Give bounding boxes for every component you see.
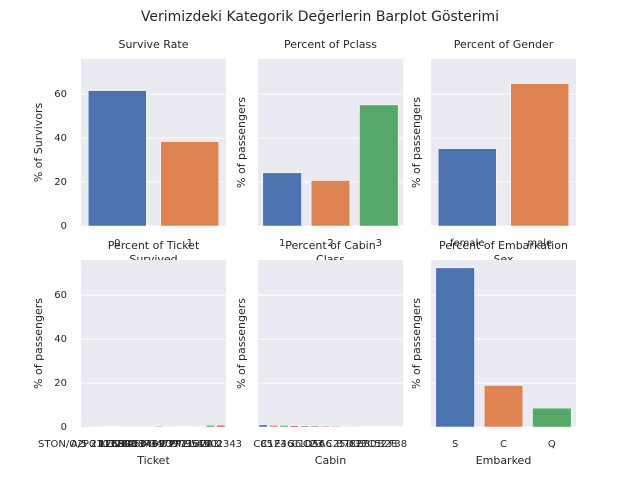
x-tick-label: D56 bbox=[305, 439, 325, 450]
x-tick-label: 347742 bbox=[150, 439, 188, 450]
bar bbox=[279, 425, 289, 428]
x-tick-label: PC 17599 bbox=[83, 439, 131, 450]
y-tick-label: 20 bbox=[54, 378, 67, 389]
bar bbox=[483, 385, 524, 428]
x-tick-label: 237736 bbox=[160, 439, 198, 450]
bar bbox=[289, 425, 299, 428]
bar bbox=[160, 141, 219, 227]
y-tick-label: 40 bbox=[54, 334, 67, 345]
x-tick-label: 17463 bbox=[132, 439, 164, 450]
bar bbox=[300, 425, 310, 428]
x-tick-label: S bbox=[452, 439, 458, 450]
x-tick-label: C85 bbox=[253, 439, 273, 450]
axes-title: Percent of Cabin bbox=[285, 239, 375, 252]
x-tick-label: B30 bbox=[357, 439, 377, 450]
x-tick-label: E46 bbox=[274, 439, 293, 450]
y-tick-label: 60 bbox=[54, 89, 67, 100]
y-axis-label: % of passengers bbox=[410, 97, 423, 188]
x-tick-label: 330877 bbox=[119, 439, 157, 450]
x-tick-label: Q bbox=[548, 439, 556, 450]
x-tick-label: B28 bbox=[378, 439, 398, 450]
x-tick-label: 1 bbox=[187, 238, 193, 249]
bar bbox=[532, 407, 572, 428]
x-tick-label: 2 bbox=[327, 238, 333, 249]
bar bbox=[352, 426, 361, 428]
bar bbox=[269, 424, 278, 428]
axes-background bbox=[258, 260, 403, 427]
axes-title: Percent of Pclass bbox=[284, 38, 377, 51]
x-tick-label: C123 bbox=[260, 439, 286, 450]
bar bbox=[320, 425, 330, 428]
axes-background bbox=[81, 260, 226, 427]
figure-title: Verimizdeki Kategorik Değerlerin Barplot… bbox=[141, 9, 499, 25]
y-axis-label: % of passengers bbox=[32, 298, 45, 389]
bar bbox=[331, 425, 341, 428]
y-tick-label: 20 bbox=[54, 177, 67, 188]
bar bbox=[341, 426, 351, 428]
x-tick-label: A6 bbox=[319, 439, 332, 450]
x-tick-label: 113783 bbox=[181, 439, 219, 450]
x-tick-label: 1601 bbox=[198, 439, 223, 450]
x-tick-label: 113803 bbox=[98, 439, 136, 450]
x-tick-label: C103 bbox=[292, 439, 318, 450]
y-axis-label: % of Survivors bbox=[32, 102, 45, 182]
axes-title: Percent of Ticket bbox=[108, 239, 200, 252]
x-tick-label: C52 bbox=[367, 439, 387, 450]
y-axis-label: % of passengers bbox=[235, 298, 248, 389]
y-tick-label: 0 bbox=[61, 221, 67, 232]
x-tick-label: STON/O2. 3101282 bbox=[38, 439, 134, 450]
bar bbox=[164, 426, 174, 428]
x-tick-label: C bbox=[500, 439, 507, 450]
x-tick-label: D33 bbox=[346, 439, 366, 450]
x-tick-label: 0 bbox=[114, 238, 120, 249]
x-axis-label: Embarked bbox=[476, 454, 532, 467]
x-tick-label: C23 C25 C27 bbox=[303, 439, 368, 450]
bar bbox=[81, 426, 91, 428]
axes-title: Survive Rate bbox=[118, 38, 188, 51]
bar bbox=[88, 90, 147, 227]
x-tick-label: A/5 21171 bbox=[71, 439, 123, 450]
x-tick-label: CA 2343 bbox=[200, 439, 242, 450]
bar bbox=[438, 148, 497, 227]
x-tick-label: F38 bbox=[389, 439, 407, 450]
x-axis-label: Cabin bbox=[315, 454, 346, 467]
x-tick-label: 349909 bbox=[140, 439, 178, 450]
x-tick-label: PP 9549 bbox=[169, 439, 210, 450]
x-tick-label: 1 bbox=[279, 238, 285, 249]
x-tick-label: male bbox=[527, 238, 552, 249]
bar bbox=[216, 424, 226, 428]
y-tick-label: 60 bbox=[54, 290, 67, 301]
x-tick-label: female bbox=[450, 238, 484, 249]
bar bbox=[359, 104, 399, 227]
x-axis-label: Ticket bbox=[136, 454, 170, 467]
x-tick-label: 3 bbox=[376, 238, 382, 249]
bar bbox=[154, 425, 164, 428]
y-axis-label: % of passengers bbox=[235, 97, 248, 188]
x-tick-label: B78 bbox=[336, 439, 356, 450]
bar bbox=[435, 267, 475, 428]
x-tick-label: 373450 bbox=[109, 439, 147, 450]
bar bbox=[206, 424, 215, 428]
bar bbox=[510, 83, 569, 227]
bar bbox=[310, 425, 320, 428]
y-tick-label: 0 bbox=[61, 422, 67, 433]
y-axis-label: % of passengers bbox=[410, 298, 423, 389]
bar bbox=[262, 172, 302, 227]
axes-title: Percent of Gender bbox=[454, 38, 554, 51]
bar bbox=[258, 424, 268, 428]
bar bbox=[310, 180, 351, 227]
x-tick-label: G6 bbox=[287, 439, 301, 450]
axes-title: Percent of Embarkation bbox=[439, 239, 568, 252]
y-tick-label: 40 bbox=[54, 133, 67, 144]
